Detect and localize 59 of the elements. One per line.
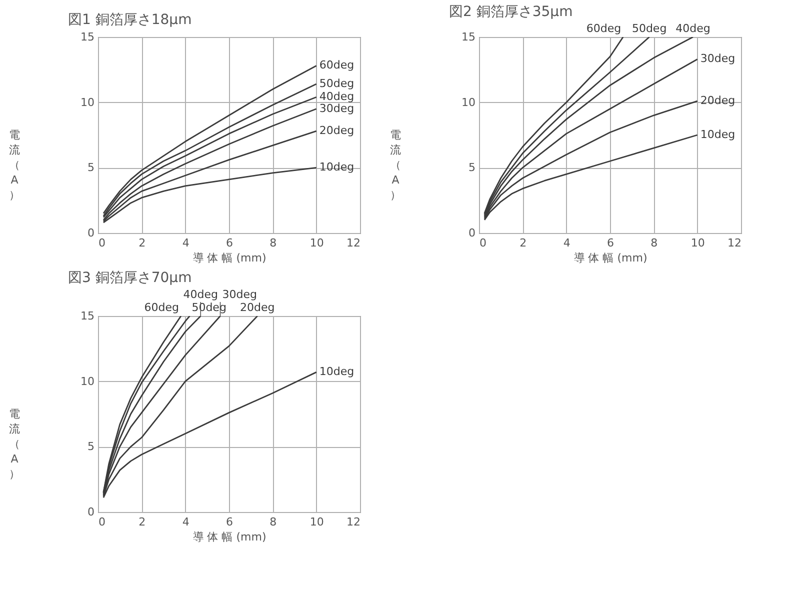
x-tick-label: 12 bbox=[728, 236, 742, 250]
x-tick-label: 6 bbox=[607, 236, 614, 250]
chart-title: 図1 銅箔厚さ18μm bbox=[68, 12, 192, 28]
y-tick-label: 5 bbox=[88, 161, 94, 174]
y-tick-label: 15 bbox=[462, 30, 476, 44]
x-tick-label: 8 bbox=[270, 516, 277, 528]
series-label: 60deg bbox=[319, 58, 354, 72]
y-tick-label: 15 bbox=[80, 30, 94, 44]
series-label: 60deg bbox=[586, 22, 622, 35]
series-label: 20deg bbox=[700, 94, 736, 108]
y-axis-title: 電流（A） bbox=[390, 128, 402, 202]
x-tick-label: 12 bbox=[346, 236, 360, 250]
series-label: 20deg bbox=[240, 301, 275, 314]
series-label: 30deg bbox=[700, 52, 736, 66]
x-axis-title: 導 体 幅 (mm) bbox=[574, 252, 648, 264]
x-tick-label: 8 bbox=[270, 236, 277, 250]
x-tick-label: 12 bbox=[346, 516, 360, 528]
chart-title: 図3 銅箔厚さ70μm bbox=[68, 270, 192, 286]
x-tick-label: 10 bbox=[690, 236, 705, 250]
x-tick-label: 10 bbox=[310, 236, 324, 250]
x-tick-label: 4 bbox=[182, 516, 190, 528]
series-label: 60deg bbox=[144, 301, 179, 314]
y-tick-label: 5 bbox=[88, 440, 94, 454]
series-label: 40deg bbox=[676, 22, 710, 35]
y-tick-label: 0 bbox=[468, 226, 476, 240]
y-tick-label: 10 bbox=[80, 374, 94, 388]
y-tick-label: 0 bbox=[88, 226, 94, 240]
y-tick-label: 10 bbox=[80, 96, 94, 109]
x-tick-label: 0 bbox=[98, 516, 106, 528]
series-label: 10deg bbox=[319, 160, 354, 174]
x-tick-label: 4 bbox=[182, 236, 190, 250]
series-label: 10deg bbox=[700, 128, 736, 141]
x-tick-label: 2 bbox=[520, 236, 527, 250]
series-label: 30deg bbox=[222, 288, 257, 301]
x-tick-label: 2 bbox=[138, 236, 146, 250]
x-axis-title: 導 体 幅 (mm) bbox=[192, 252, 266, 264]
series-label: 50deg bbox=[632, 22, 667, 35]
y-tick-label: 5 bbox=[468, 161, 476, 174]
x-tick-label: 0 bbox=[480, 236, 486, 250]
x-tick-label: 6 bbox=[226, 516, 233, 528]
y-tick-label: 10 bbox=[462, 96, 476, 109]
y-axis-title: 電流（A） bbox=[9, 128, 20, 202]
x-tick-label: 10 bbox=[310, 516, 324, 528]
x-tick-label: 0 bbox=[98, 236, 106, 250]
x-tick-label: 4 bbox=[563, 236, 570, 250]
series-label: 30deg bbox=[319, 102, 354, 115]
chart-title: 図2 銅箔厚さ35μm bbox=[449, 4, 573, 20]
series-label: 50deg bbox=[319, 77, 354, 90]
series-label: 10deg bbox=[319, 365, 354, 378]
x-tick-label: 2 bbox=[138, 516, 146, 528]
series-label: 40deg bbox=[183, 288, 218, 301]
y-axis-title: 電流（A） bbox=[9, 408, 20, 480]
series-label: 40deg bbox=[319, 90, 354, 104]
y-tick-label: 0 bbox=[88, 506, 94, 518]
x-tick-label: 6 bbox=[226, 236, 233, 250]
series-label: 20deg bbox=[319, 124, 354, 138]
x-tick-label: 8 bbox=[650, 236, 658, 250]
x-axis-title: 導 体 幅 (mm) bbox=[192, 530, 266, 544]
y-tick-label: 15 bbox=[80, 310, 94, 322]
